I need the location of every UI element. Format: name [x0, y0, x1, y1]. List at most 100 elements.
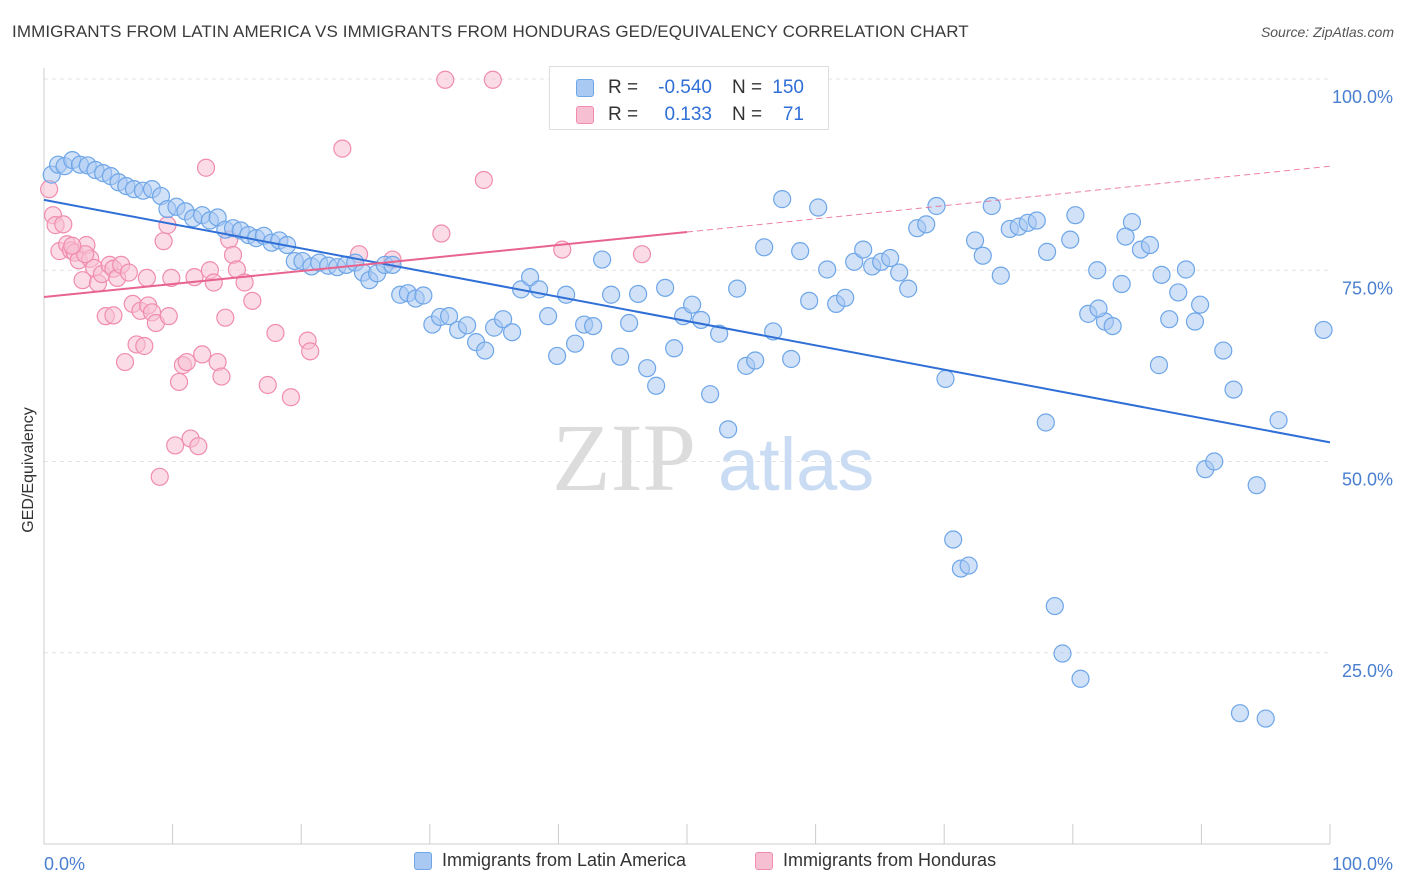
- data-point: [683, 295, 702, 314]
- data-point: [845, 252, 864, 271]
- data-point: [944, 530, 963, 549]
- y-tick-label: 25.0%: [1342, 661, 1393, 681]
- data-point: [1045, 596, 1064, 616]
- data-point: [1214, 341, 1233, 360]
- data-point: [54, 215, 73, 234]
- data-point: [991, 266, 1010, 285]
- data-point: [629, 284, 648, 304]
- data-point: [782, 349, 801, 369]
- bottom-legend: Immigrants from Latin America Immigrants…: [0, 850, 1406, 880]
- data-point: [1314, 320, 1333, 340]
- data-point: [494, 310, 513, 329]
- data-point: [1036, 413, 1055, 432]
- data-point: [836, 288, 855, 307]
- data-point: [917, 215, 936, 234]
- data-point: [1224, 380, 1243, 399]
- data-point: [539, 307, 558, 326]
- data-point: [584, 316, 603, 336]
- chart-title: IMMIGRANTS FROM LATIN AMERICA VS IMMIGRA…: [12, 22, 969, 41]
- data-point: [414, 286, 433, 305]
- legend-label: Immigrants from Latin America: [442, 850, 687, 870]
- data-point: [258, 375, 277, 395]
- data-point: [611, 347, 630, 366]
- data-point: [204, 273, 223, 292]
- y-tick-label: 75.0%: [1342, 278, 1393, 298]
- stats-r-label: R =: [608, 77, 639, 98]
- data-point: [301, 342, 320, 361]
- data-point: [1089, 299, 1108, 318]
- y-tick-label: 100.0%: [1332, 87, 1393, 107]
- data-point: [474, 170, 493, 190]
- data-point: [166, 436, 185, 455]
- data-point: [475, 341, 495, 360]
- data-point: [1152, 265, 1171, 284]
- data-point: [436, 70, 455, 89]
- data-point: [593, 250, 612, 269]
- data-point: [154, 232, 173, 251]
- trend-line-honduras: [43, 231, 688, 299]
- data-point: [1185, 312, 1205, 331]
- data-point: [457, 316, 477, 335]
- data-point: [235, 273, 254, 292]
- data-point: [1053, 644, 1072, 663]
- data-point: [159, 307, 178, 326]
- legend-item-honduras[interactable]: Immigrants from Honduras: [755, 850, 996, 871]
- data-point: [620, 313, 639, 333]
- data-point: [115, 352, 135, 372]
- tick-labels: 25.0% 50.0% 75.0% 100.0% 0.0% 100.0%: [44, 87, 1393, 874]
- data-point: [439, 307, 459, 326]
- data-point: [193, 345, 212, 364]
- data-point: [1037, 242, 1057, 261]
- x-tick-label: 100.0%: [1332, 854, 1393, 874]
- legend-swatch-pink: [755, 851, 773, 870]
- data-point: [1230, 704, 1250, 723]
- x-tick-label: 0.0%: [44, 854, 85, 874]
- grid-lines: [44, 78, 1330, 654]
- data-point: [965, 231, 985, 250]
- data-point: [1191, 295, 1210, 314]
- data-point: [890, 263, 909, 282]
- stats-n-label: N =: [732, 77, 763, 98]
- legend-item-latin-america[interactable]: Immigrants from Latin America: [414, 850, 686, 871]
- trend-line-latin-america: [43, 198, 1331, 444]
- data-point: [119, 263, 138, 282]
- data-point: [557, 285, 576, 304]
- data-point: [755, 238, 774, 257]
- data-point: [854, 240, 873, 259]
- data-point: [150, 467, 169, 486]
- data-point: [1116, 227, 1135, 246]
- data-point: [266, 323, 285, 343]
- data-point: [1027, 211, 1046, 230]
- stats-legend: R = -0.540 N = 150 R = 0.133 N = 71: [549, 66, 829, 130]
- data-point: [638, 359, 657, 378]
- data-point: [773, 190, 792, 209]
- data-point: [602, 285, 621, 304]
- watermark-zip: ZIP: [552, 404, 696, 511]
- data-point: [196, 158, 216, 177]
- data-point: [521, 268, 540, 287]
- data-point: [728, 279, 747, 298]
- data-point: [647, 376, 666, 395]
- data-point: [791, 242, 810, 261]
- data-point: [432, 224, 451, 243]
- data-point: [632, 245, 652, 264]
- data-point: [881, 248, 900, 268]
- trend-line-honduras-extension: [686, 165, 1331, 233]
- data-point: [665, 339, 684, 358]
- data-point: [1269, 411, 1288, 430]
- data-point: [719, 420, 738, 439]
- stats-n-value: 150: [772, 77, 804, 98]
- stats-n-value: 71: [782, 104, 804, 125]
- axes: [43, 68, 1331, 845]
- data-point: [1088, 261, 1107, 280]
- data-point: [809, 198, 828, 217]
- data-point: [1061, 230, 1080, 249]
- data-point: [656, 278, 675, 297]
- legend-swatch-blue: [414, 851, 432, 870]
- stats-row-honduras: R = 0.133 N = 71: [550, 100, 828, 130]
- y-tick-label: 50.0%: [1342, 470, 1393, 490]
- watermark: ZIP atlas: [552, 404, 874, 511]
- data-point: [548, 346, 567, 366]
- data-point: [1149, 356, 1169, 375]
- data-point: [1066, 206, 1085, 225]
